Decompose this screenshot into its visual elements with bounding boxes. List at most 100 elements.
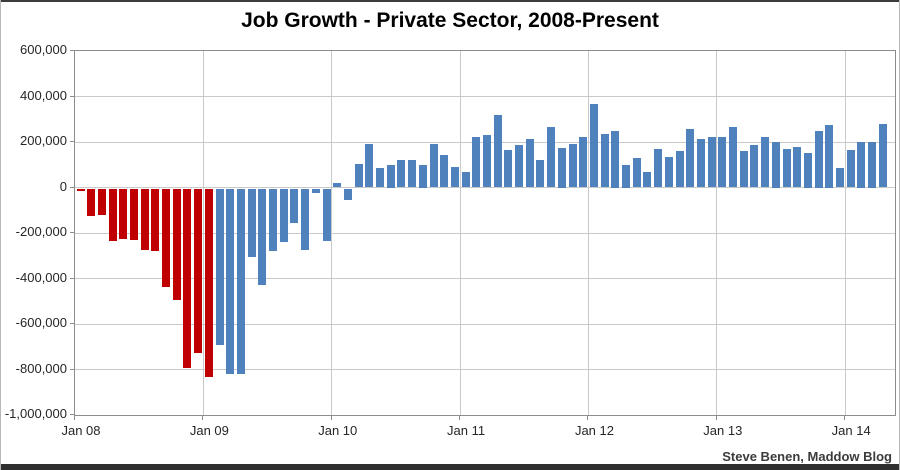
bar-2012-08 [664, 156, 673, 188]
bar-2013-05 [761, 137, 770, 188]
bar-2013-12 [836, 168, 844, 188]
bar-2008-07 [140, 188, 149, 250]
y-tick-mark--200000 [70, 232, 74, 233]
bar-2011-08 [536, 160, 545, 188]
x-tick-label-jan-08: Jan 08 [61, 423, 101, 438]
bar-2011-12 [579, 137, 588, 188]
y-tick-mark--600000 [70, 323, 74, 324]
gridline--400000 [75, 278, 895, 279]
y-tick-label-600000: 600,000 [20, 42, 67, 57]
y-tick-label--400000: -400,000 [15, 269, 67, 285]
bar-2010-04 [365, 144, 374, 188]
bar-2009-08 [279, 188, 288, 242]
bar-2014-04 [878, 123, 887, 188]
bar-2008-05 [119, 188, 128, 239]
bar-2013-06 [771, 142, 780, 188]
gridline--200000 [75, 232, 895, 234]
bar-2008-12 [194, 188, 203, 354]
y-tick-label-200000: 200,000 [20, 133, 67, 148]
x-tick-mark-jan-14 [844, 415, 846, 420]
bar-2009-11 [311, 188, 320, 194]
bar-2013-09 [803, 153, 812, 188]
bar-2013-04 [750, 145, 759, 188]
bar-2010-10 [429, 144, 438, 188]
bar-2008-08 [151, 188, 160, 252]
bar-2008-09 [162, 188, 171, 288]
bar-2011-02 [472, 137, 481, 188]
x-tick-label-jan-14: Jan 14 [831, 423, 871, 438]
bar-2011-10 [557, 147, 566, 188]
bar-2013-11 [825, 124, 834, 188]
y-tick-mark-600000 [70, 50, 74, 51]
plot-area [74, 50, 896, 416]
bar-2009-02 [215, 188, 224, 346]
bar-2008-11 [183, 188, 192, 369]
bar-2009-05 [247, 188, 256, 257]
gridline-jan-13 [716, 51, 718, 415]
x-tick-mark-jan-10 [330, 415, 332, 420]
bar-2008-10 [172, 188, 181, 300]
x-tick-label-jan-11: Jan 11 [447, 423, 486, 438]
x-tick-mark-jan-12 [587, 415, 589, 420]
bar-2013-03 [739, 151, 748, 188]
bar-2012-04 [622, 164, 631, 188]
bar-2010-06 [386, 164, 395, 188]
gridline-0 [75, 187, 895, 188]
gridline-jan-10 [331, 51, 333, 415]
bar-2014-02 [857, 142, 866, 188]
bar-2011-09 [547, 127, 556, 188]
bar-2008-06 [129, 188, 138, 240]
bar-2010-11 [440, 154, 449, 188]
bar-2009-07 [269, 188, 278, 252]
y-tick-mark--400000 [70, 277, 74, 279]
bar-2012-07 [654, 148, 663, 188]
bar-2012-05 [632, 157, 641, 188]
bar-2012-11 [696, 138, 705, 188]
gridline-jan-09 [202, 51, 204, 415]
y-tick-mark--1000000 [70, 414, 74, 415]
x-tick-mark-jan-09 [202, 415, 204, 420]
y-tick-label--600000: -600,000 [15, 315, 67, 330]
top-border-rule [1, 0, 899, 2]
bar-2012-10 [686, 129, 695, 188]
bar-2008-04 [108, 188, 117, 241]
y-tick-mark-400000 [70, 95, 74, 97]
bar-2010-01 [333, 182, 342, 188]
gridline--600000 [75, 323, 895, 325]
bottom-border-strip [1, 464, 899, 470]
bar-2010-12 [450, 167, 459, 188]
bar-2010-09 [418, 164, 427, 188]
bar-2010-02 [343, 188, 352, 200]
gridline-400000 [75, 96, 895, 97]
bar-2014-01 [846, 149, 855, 188]
bar-2012-02 [600, 134, 609, 188]
y-tick-label--800000: -800,000 [15, 360, 67, 376]
bar-2011-05 [504, 149, 513, 188]
bar-2011-06 [515, 145, 524, 188]
chart-title: Job Growth - Private Sector, 2008-Presen… [241, 9, 659, 32]
bar-2009-06 [258, 188, 267, 286]
bar-2008-02 [87, 188, 96, 216]
x-tick-label-jan-13: Jan 13 [703, 423, 743, 438]
credit-text: Steve Benen, Maddow Blog [722, 449, 892, 464]
gridline-jan-14 [844, 51, 846, 415]
gridline-jan-12 [587, 51, 589, 415]
bar-2009-03 [226, 188, 235, 374]
x-tick-label-jan-09: Jan 09 [189, 423, 229, 438]
bar-2013-02 [729, 127, 738, 188]
y-tick-mark-200000 [70, 141, 74, 142]
bar-2011-04 [493, 114, 502, 188]
bar-2010-07 [397, 160, 406, 188]
bar-2012-03 [611, 130, 620, 188]
bar-2009-10 [301, 188, 310, 250]
bar-2012-06 [643, 171, 652, 188]
bar-2013-01 [718, 137, 727, 188]
bar-2008-01 [76, 188, 85, 191]
x-tick-mark-jan-11 [459, 415, 461, 420]
bar-2009-12 [322, 188, 331, 241]
bar-2009-04 [236, 188, 245, 374]
gridline--800000 [75, 369, 895, 370]
y-tick-label--1000000: -1,000,000 [4, 406, 67, 421]
bar-2008-03 [97, 188, 106, 215]
